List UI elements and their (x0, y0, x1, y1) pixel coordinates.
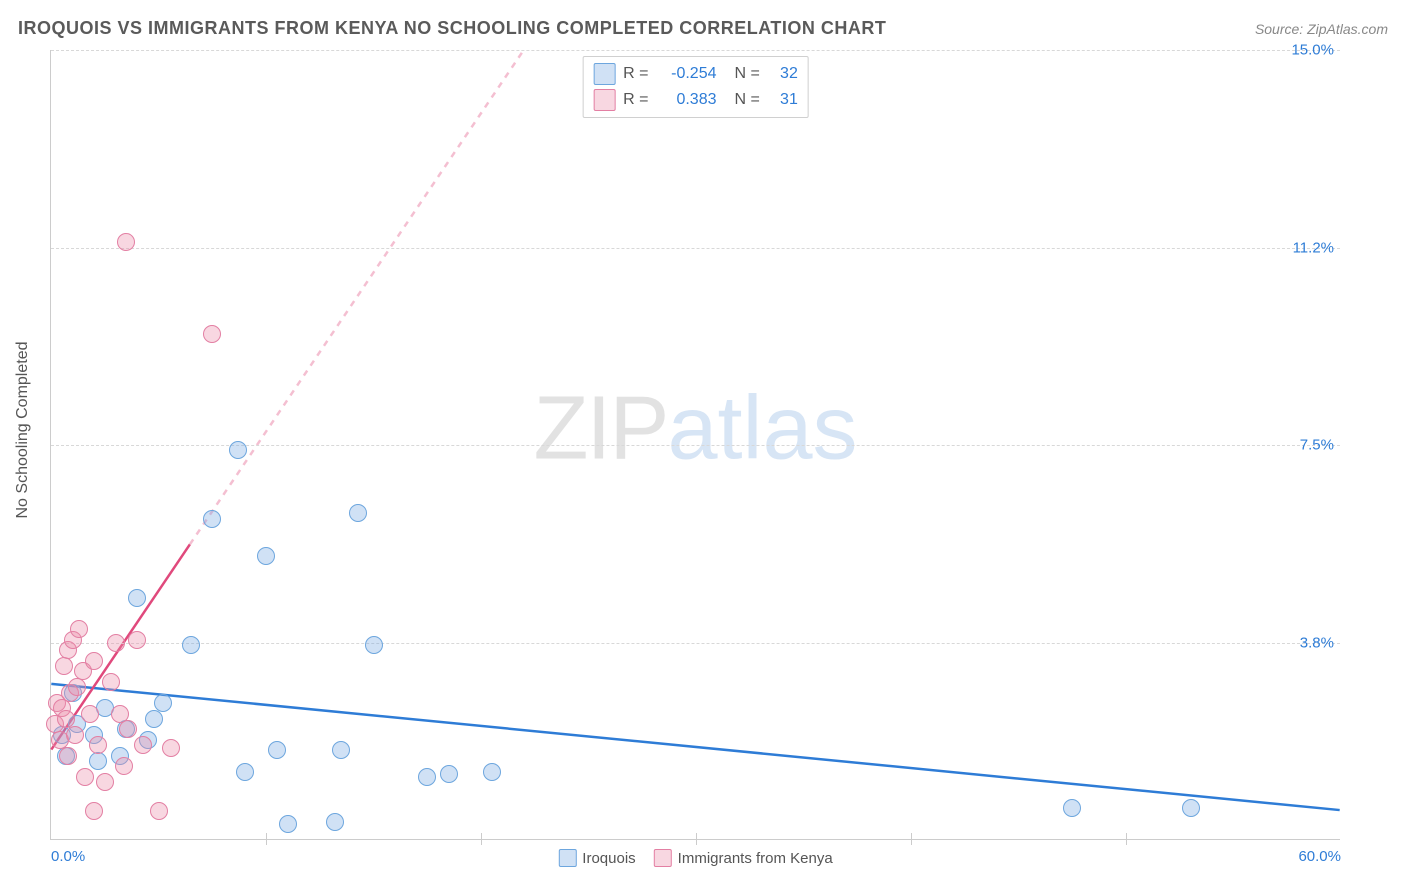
series-legend: Iroquois Immigrants from Kenya (558, 849, 832, 867)
data-point-iroquois (89, 752, 107, 770)
data-point-kenya (68, 678, 86, 696)
watermark-part1: ZIP (533, 378, 667, 478)
trend-line-iroquois (51, 684, 1339, 810)
stats-row-kenya: R = 0.383 N = 31 (593, 87, 798, 113)
data-point-kenya (70, 620, 88, 638)
data-point-kenya (117, 233, 135, 251)
data-point-iroquois (257, 547, 275, 565)
y-axis-label: No Schooling Completed (14, 342, 32, 519)
data-point-kenya (150, 802, 168, 820)
data-point-iroquois (128, 589, 146, 607)
stat-r-label: R = (623, 91, 648, 109)
y-tick-label: 15.0% (1291, 42, 1334, 59)
data-point-kenya (66, 726, 84, 744)
stat-n-value: 32 (768, 65, 798, 83)
y-tick-label: 11.2% (1293, 239, 1334, 256)
watermark-part2: atlas (667, 378, 857, 478)
data-point-iroquois (268, 741, 286, 759)
data-point-iroquois (182, 636, 200, 654)
data-point-iroquois (349, 504, 367, 522)
legend-item-iroquois: Iroquois (558, 849, 635, 867)
y-tick-label: 3.8% (1300, 634, 1334, 651)
legend-swatch (593, 89, 615, 111)
legend-label: Immigrants from Kenya (678, 850, 833, 867)
data-point-iroquois (145, 710, 163, 728)
data-point-iroquois (203, 510, 221, 528)
data-point-iroquois (154, 694, 172, 712)
data-point-kenya (162, 739, 180, 757)
legend-swatch (558, 849, 576, 867)
data-point-iroquois (365, 636, 383, 654)
data-point-iroquois (483, 763, 501, 781)
data-point-iroquois (418, 768, 436, 786)
trend-line-dashed-kenya (190, 50, 524, 544)
data-point-kenya (96, 773, 114, 791)
stat-r-label: R = (623, 65, 648, 83)
stat-n-label: N = (735, 91, 760, 109)
x-tick-label: 0.0% (51, 848, 85, 865)
chart-title: IROQUOIS VS IMMIGRANTS FROM KENYA NO SCH… (18, 18, 886, 39)
stat-r-value: -0.254 (657, 65, 717, 83)
x-tick-mark (696, 833, 697, 845)
data-point-kenya (76, 768, 94, 786)
data-point-kenya (102, 673, 120, 691)
header: IROQUOIS VS IMMIGRANTS FROM KENYA NO SCH… (18, 18, 1388, 39)
data-point-kenya (115, 757, 133, 775)
x-tick-mark (266, 833, 267, 845)
legend-swatch (654, 849, 672, 867)
data-point-kenya (89, 736, 107, 754)
data-point-iroquois (229, 441, 247, 459)
y-tick-label: 7.5% (1300, 437, 1334, 454)
data-point-iroquois (279, 815, 297, 833)
data-point-kenya (119, 720, 137, 738)
data-point-iroquois (236, 763, 254, 781)
data-point-iroquois (1063, 799, 1081, 817)
stat-n-label: N = (735, 65, 760, 83)
data-point-kenya (85, 652, 103, 670)
data-point-iroquois (1182, 799, 1200, 817)
x-tick-label: 60.0% (1298, 848, 1341, 865)
data-point-kenya (134, 736, 152, 754)
x-tick-mark (1126, 833, 1127, 845)
watermark: ZIPatlas (533, 377, 857, 480)
stat-r-value: 0.383 (657, 91, 717, 109)
scatter-plot: ZIPatlas R =-0.254N =32R =0.383N =31 Iro… (50, 50, 1340, 840)
legend-swatch (593, 63, 615, 85)
data-point-kenya (55, 657, 73, 675)
stats-legend: R = -0.254 N = 32 R = 0.383 N = 31 (582, 56, 809, 118)
data-point-kenya (128, 631, 146, 649)
data-point-kenya (203, 325, 221, 343)
stat-n-value: 31 (768, 91, 798, 109)
x-tick-mark (481, 833, 482, 845)
data-point-iroquois (332, 741, 350, 759)
source-attribution: Source: ZipAtlas.com (1255, 21, 1388, 37)
gridline (51, 50, 1340, 51)
legend-item-kenya: Immigrants from Kenya (654, 849, 833, 867)
stats-row-iroquois: R = -0.254 N = 32 (593, 61, 798, 87)
gridline (51, 643, 1340, 644)
data-point-kenya (81, 705, 99, 723)
data-point-kenya (59, 747, 77, 765)
legend-label: Iroquois (582, 850, 635, 867)
data-point-kenya (85, 802, 103, 820)
data-point-iroquois (326, 813, 344, 831)
data-point-kenya (107, 634, 125, 652)
gridline (51, 248, 1340, 249)
x-tick-mark (911, 833, 912, 845)
data-point-iroquois (440, 765, 458, 783)
